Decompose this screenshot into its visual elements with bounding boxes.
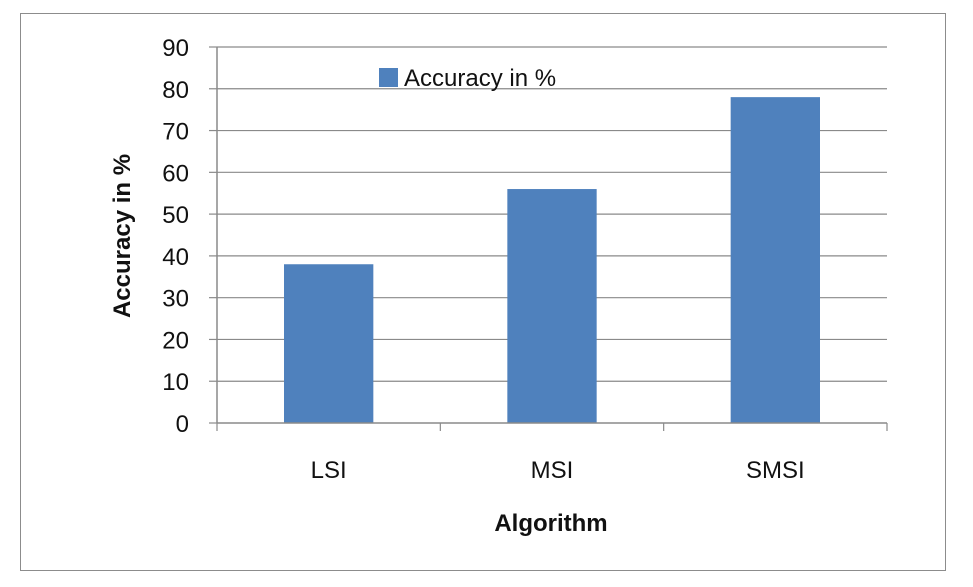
axes: [209, 46, 888, 431]
y-tick-label-90: 90: [162, 35, 189, 62]
bar-msi: [507, 189, 597, 423]
x-axis-title: Algorithm: [494, 510, 607, 537]
x-tick-label-smsi: SMSI: [746, 457, 805, 484]
y-tick-label-10: 10: [162, 369, 189, 396]
legend-label: Accuracy in %: [404, 65, 556, 92]
y-tick-label-70: 70: [162, 119, 189, 146]
legend-swatch: [379, 68, 398, 87]
y-axis-title: Accuracy in %: [109, 154, 136, 318]
x-tick-labels: LSI MSI SMSI: [311, 457, 805, 484]
legend: Accuracy in %: [379, 65, 556, 92]
y-tick-label-60: 60: [162, 160, 189, 187]
y-tick-labels: 0 10 20 30 40 50 60 70 80 90: [162, 35, 189, 438]
y-tick-label-20: 20: [162, 327, 189, 354]
y-tick-label-80: 80: [162, 77, 189, 104]
y-tick-label-0: 0: [176, 411, 189, 438]
x-tick-label-lsi: LSI: [311, 457, 347, 484]
bar-smsi: [730, 97, 820, 423]
y-tick-label-50: 50: [162, 202, 189, 229]
bars: [284, 97, 820, 423]
y-tick-label-30: 30: [162, 286, 189, 313]
x-tick-label-msi: MSI: [531, 457, 574, 484]
y-tick-label-40: 40: [162, 244, 189, 271]
bar-lsi: [284, 264, 374, 423]
